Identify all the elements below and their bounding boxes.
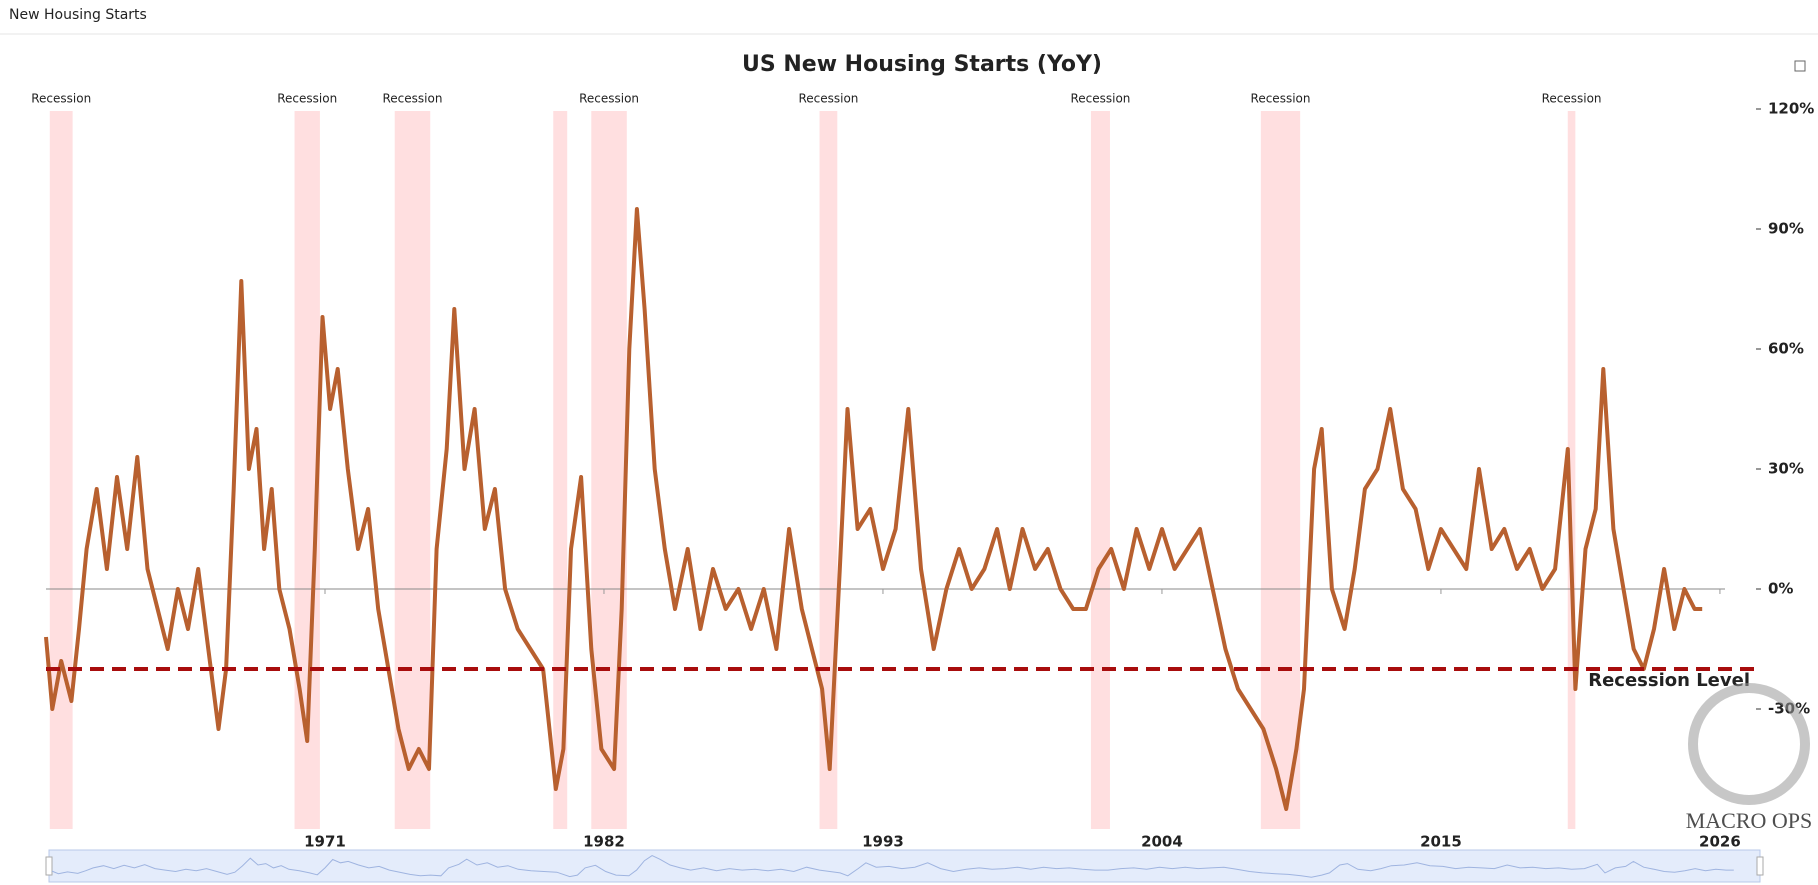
x-tick-label: 1982 [583,833,625,851]
y-tick-label: 120% [1768,100,1814,118]
recession-band [1567,111,1576,829]
watermark-text: MACRO OPS [1686,808,1813,833]
x-tick-label: 2015 [1420,833,1462,851]
zoom-handle[interactable] [45,856,53,876]
x-tick-label: 1971 [304,833,346,851]
x-tick-label: 1993 [862,833,904,851]
navigator-line [51,855,1734,878]
recession-label: Recession [31,92,91,106]
watermark: MACRO OPS [1686,683,1813,833]
y-tick-label: 90% [1768,220,1804,238]
recession-band [1260,111,1301,829]
recession-label: Recession [798,92,858,106]
toolbar-icons[interactable] [1794,60,1806,72]
recession-band [49,111,73,829]
recession-band [819,111,838,829]
recession-label: Recession [1070,92,1130,106]
recession-label: Recession [277,92,337,106]
toolbar-icon[interactable] [1794,60,1806,72]
recession-label: Recession [383,92,443,106]
zoom-handle[interactable] [1756,856,1764,876]
x-tick-label: 2004 [1141,833,1183,851]
recession-band [394,111,431,829]
recession-label: Recession [1542,92,1602,106]
y-tick-label: 0% [1768,580,1793,598]
chart-title: US New Housing Starts (YoY) [742,52,1102,77]
watermark-ring [1688,683,1810,805]
recession-level-label: Recession Level [1588,670,1750,691]
recession-band [1090,111,1110,829]
x-tick-label: 2026 [1699,833,1741,851]
page-header: New Housing Starts [9,7,147,23]
y-tick-label: 30% [1768,460,1804,478]
series-line [44,207,1703,811]
recession-label: Recession [1251,92,1311,106]
plot: Recession Recession Recession Recession Rece… [31,92,1814,851]
recession-label: Recession [579,92,639,106]
y-tick-label: 60% [1768,340,1804,358]
recession-band [553,111,568,829]
